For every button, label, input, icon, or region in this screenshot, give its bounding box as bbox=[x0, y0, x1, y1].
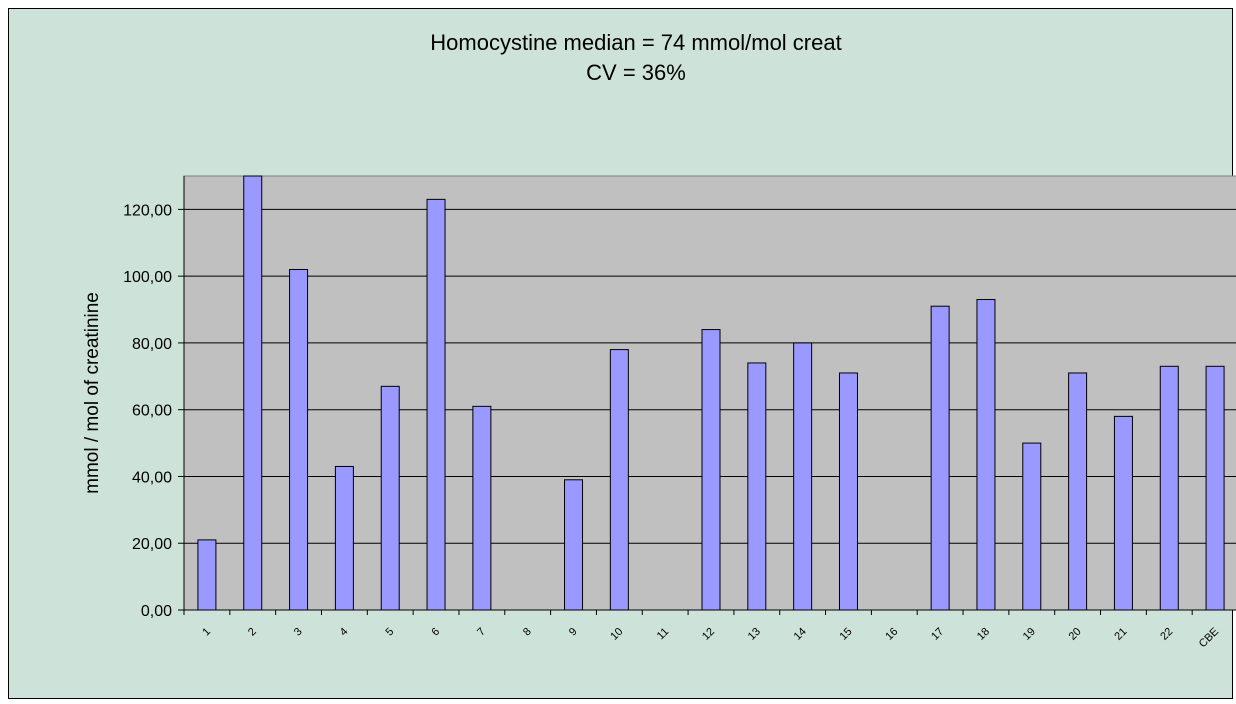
chart-title: Homocystine median = 74 mmol/mol creat bbox=[430, 30, 841, 55]
chart-subtitle: CV = 36% bbox=[586, 60, 686, 85]
bar bbox=[747, 362, 767, 611]
bar bbox=[1205, 365, 1225, 611]
bar bbox=[380, 385, 400, 611]
bar bbox=[976, 299, 996, 611]
bar bbox=[426, 198, 446, 611]
bar bbox=[701, 329, 721, 611]
bar bbox=[197, 539, 217, 611]
bar bbox=[609, 349, 629, 611]
y-tick-label: 120,00 bbox=[123, 202, 172, 219]
y-tick-label: 100,00 bbox=[123, 269, 172, 286]
bar bbox=[930, 305, 950, 611]
bar bbox=[793, 342, 813, 611]
bar bbox=[289, 268, 309, 611]
y-axis-label: mmol / mol of creatinine bbox=[82, 292, 103, 494]
bar bbox=[1068, 372, 1088, 611]
bar bbox=[1022, 442, 1042, 611]
bar bbox=[334, 465, 354, 611]
bar bbox=[243, 175, 263, 611]
y-tick-label: 80,00 bbox=[132, 336, 172, 353]
y-tick-label: 40,00 bbox=[132, 469, 172, 486]
bar bbox=[564, 479, 584, 611]
bar bbox=[1113, 415, 1133, 611]
y-tick-label: 20,00 bbox=[132, 536, 172, 553]
y-tick-label: 0,00 bbox=[141, 603, 172, 620]
bar bbox=[472, 405, 492, 611]
bar bbox=[838, 372, 858, 611]
bar bbox=[1159, 365, 1179, 611]
y-tick-label: 60,00 bbox=[132, 403, 172, 420]
